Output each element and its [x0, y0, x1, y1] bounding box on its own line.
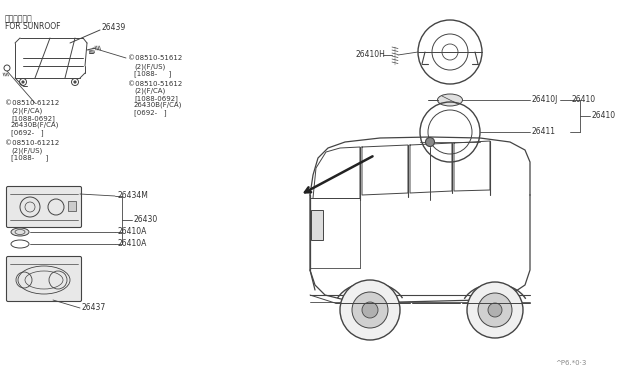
Text: [1088-0692]: [1088-0692] [11, 115, 55, 122]
Text: 26439: 26439 [101, 23, 125, 32]
Text: [1088-0692]: [1088-0692] [134, 95, 178, 102]
Text: [0692-   ]: [0692- ] [134, 109, 166, 116]
Text: 26410A: 26410A [117, 228, 147, 237]
Text: (2)(F/CA): (2)(F/CA) [11, 108, 42, 115]
Circle shape [22, 81, 24, 83]
Circle shape [467, 282, 523, 338]
Text: (2)(F/US): (2)(F/US) [134, 63, 165, 70]
Text: 26437: 26437 [82, 304, 106, 312]
Text: FOR SUNROOF: FOR SUNROOF [5, 22, 61, 31]
Text: ©08510-51612: ©08510-51612 [128, 55, 182, 61]
Circle shape [74, 81, 76, 83]
Text: 26430B(F/CA): 26430B(F/CA) [134, 102, 182, 109]
Ellipse shape [438, 94, 463, 106]
Text: (2)(F/US): (2)(F/US) [11, 147, 42, 154]
Text: [1088-     ]: [1088- ] [134, 70, 172, 77]
Text: 26434M: 26434M [117, 192, 148, 201]
Text: 26430: 26430 [134, 215, 158, 224]
Circle shape [478, 293, 512, 327]
Circle shape [352, 292, 388, 328]
FancyBboxPatch shape [6, 186, 81, 228]
Ellipse shape [11, 228, 29, 236]
Text: ©08510-61212: ©08510-61212 [5, 100, 60, 106]
Text: ^P6.*0·3: ^P6.*0·3 [555, 360, 586, 366]
Text: 26430B(F/CA): 26430B(F/CA) [11, 122, 60, 128]
Circle shape [426, 138, 435, 147]
Bar [68, 201, 76, 211]
Text: [1088-     ]: [1088- ] [11, 154, 48, 161]
Text: [0692-   ]: [0692- ] [11, 129, 44, 136]
Bar [311, 210, 323, 240]
Text: 26410: 26410 [592, 112, 616, 121]
Text: 26411: 26411 [532, 128, 556, 137]
Circle shape [488, 303, 502, 317]
Circle shape [340, 280, 400, 340]
Text: サンルーフ用: サンルーフ用 [5, 14, 33, 23]
FancyBboxPatch shape [6, 257, 81, 301]
Text: (2)(F/CA): (2)(F/CA) [134, 88, 165, 94]
Text: 26410: 26410 [572, 96, 596, 105]
Text: ©08510-51612: ©08510-51612 [128, 81, 182, 87]
Text: 26410A: 26410A [117, 240, 147, 248]
Circle shape [362, 302, 378, 318]
Text: 26410H: 26410H [355, 50, 385, 59]
Text: ©08510-61212: ©08510-61212 [5, 140, 60, 146]
Text: 26410J: 26410J [532, 96, 558, 105]
